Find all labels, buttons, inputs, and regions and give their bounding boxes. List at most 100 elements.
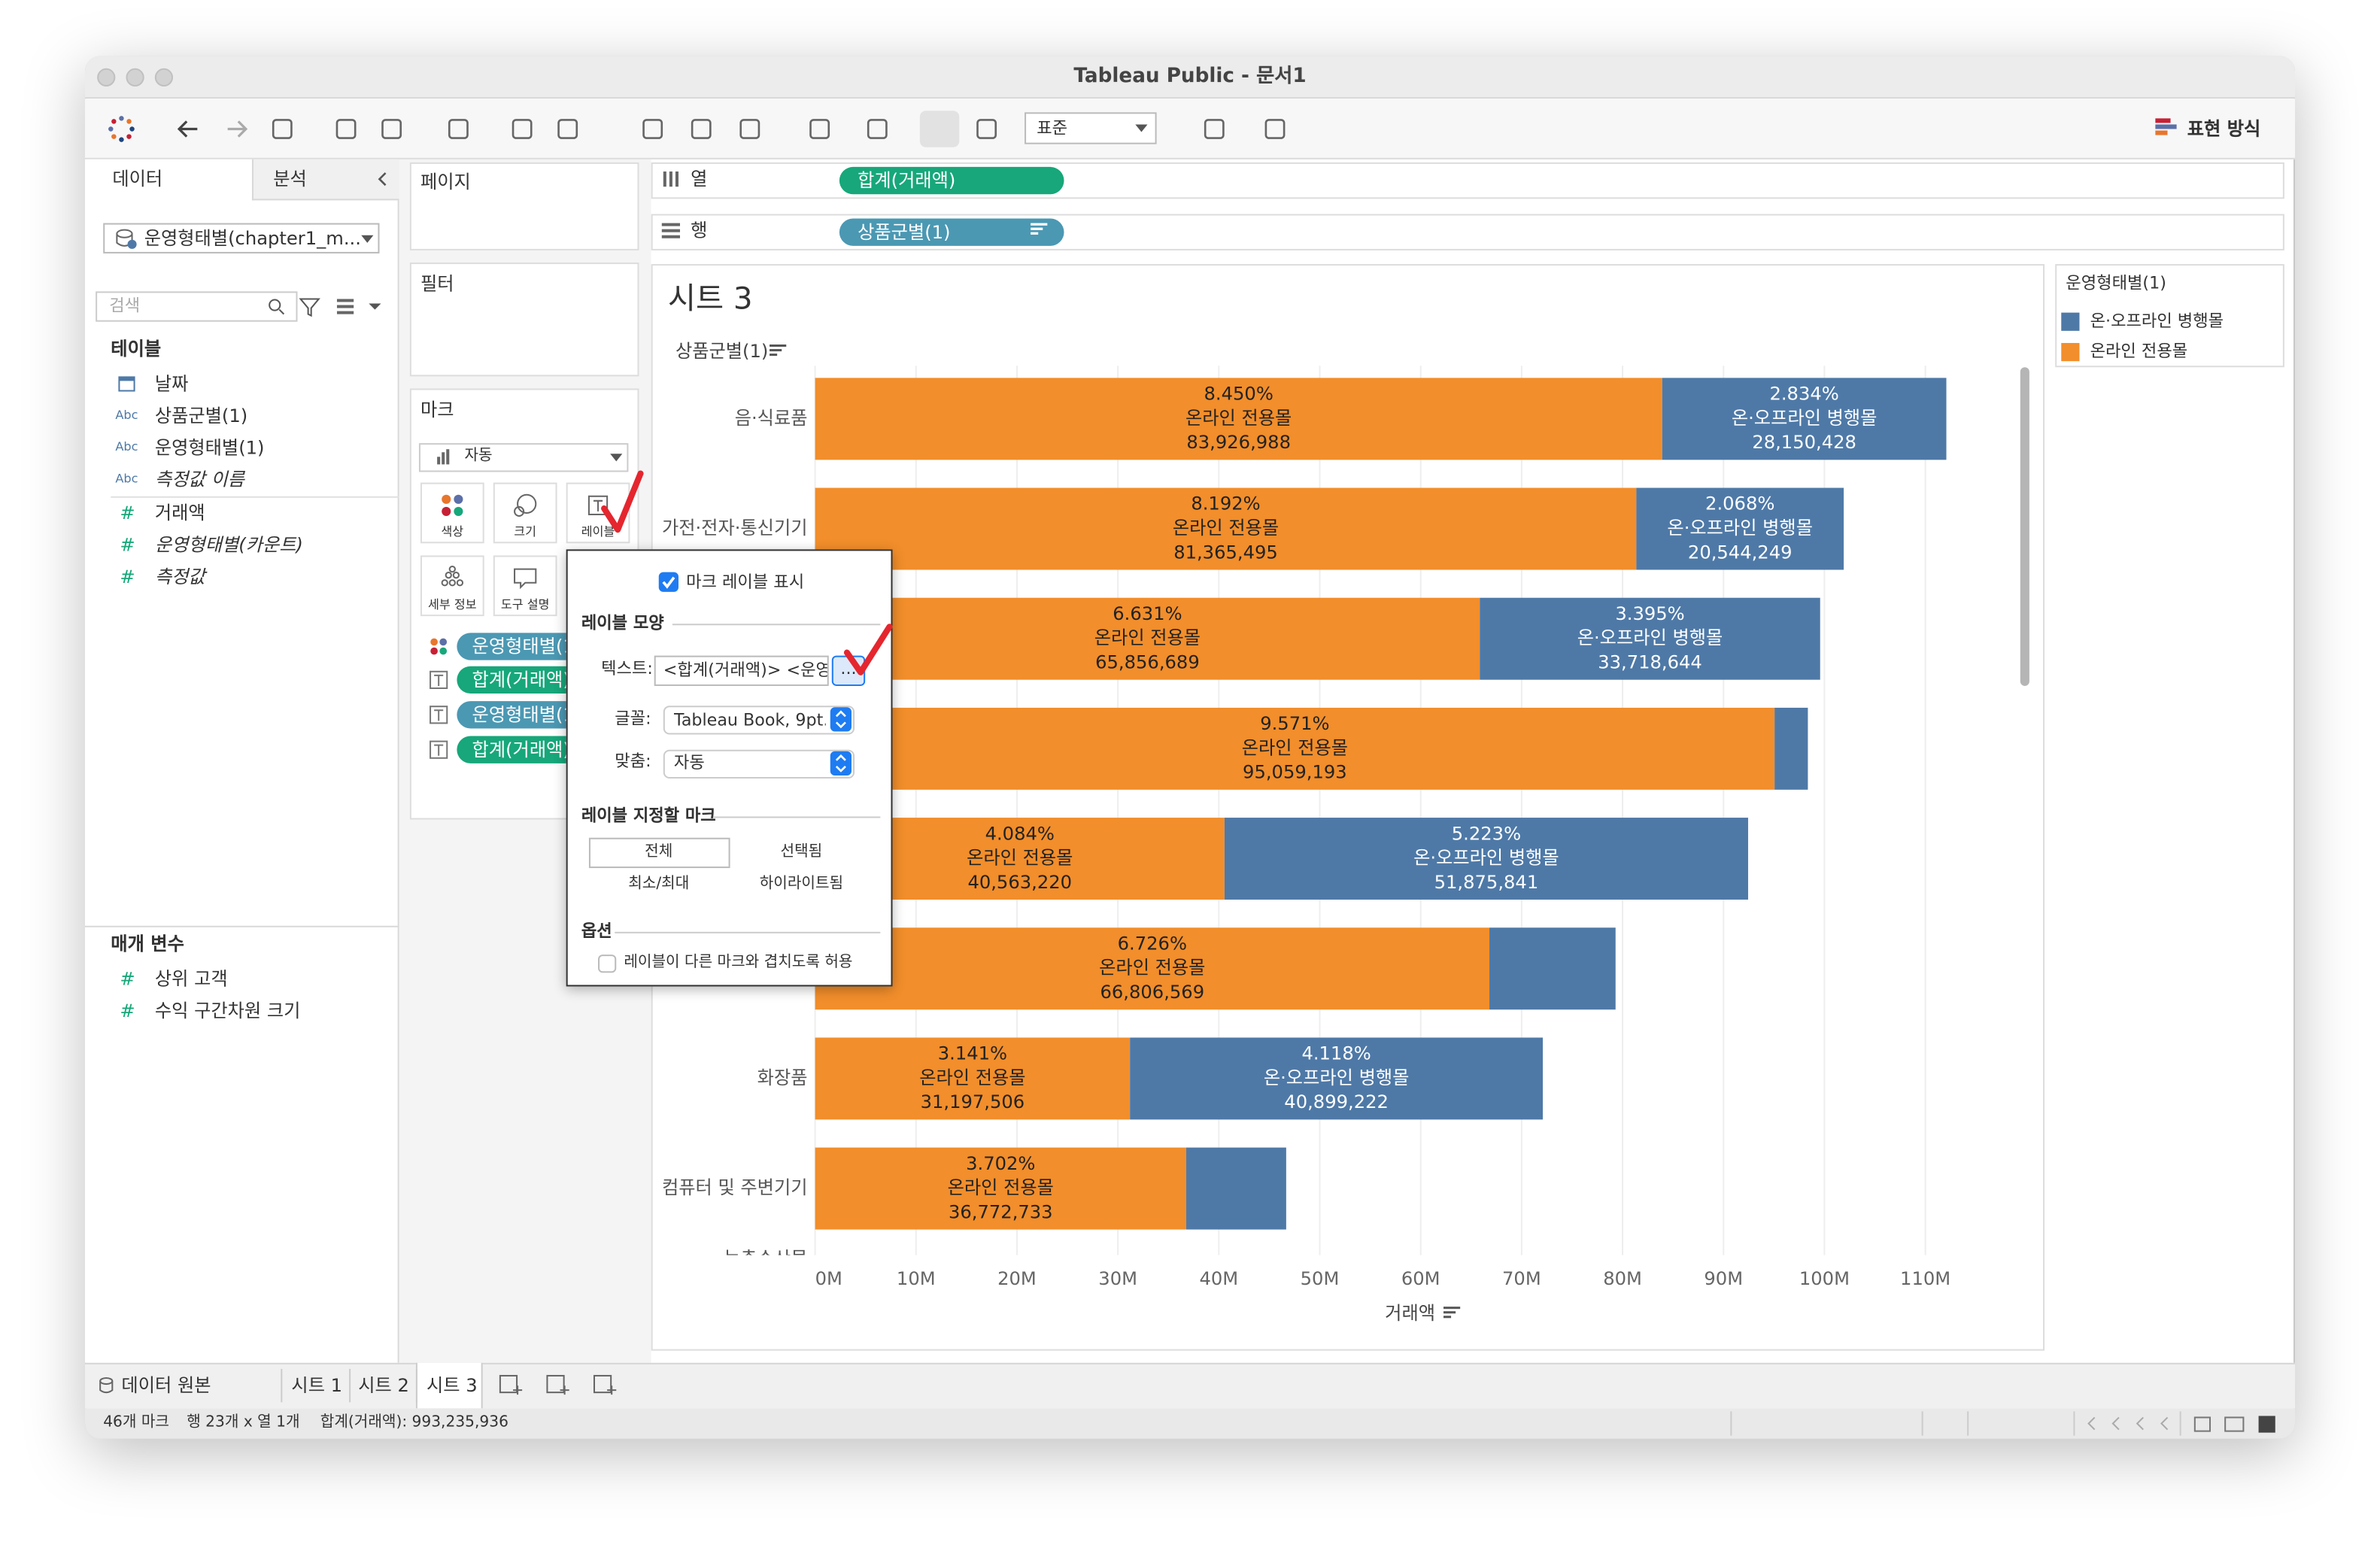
view-grid [2193,1416,2212,1432]
field-name[interactable]: 측정값 이름 [154,469,244,490]
datasource-name: 운영형태별(chapter1_m... [144,227,361,249]
overlap-checkbox[interactable] [598,955,617,973]
bar-segment [1130,1037,1544,1120]
field-name[interactable]: 거래액 [154,502,205,524]
arrow-icon [177,120,198,138]
pages-title: 페이지 [420,171,471,193]
toolbar-icon [381,119,402,139]
x-tick-label: 0M [815,1268,842,1289]
red-check [601,470,644,533]
marks-option[interactable]: 선택됨 [780,843,823,860]
align-select[interactable] [663,749,855,779]
window-button[interactable] [126,68,144,87]
bar-segment [1186,1147,1286,1230]
toolbar [85,99,2296,159]
font-select[interactable] [663,706,855,735]
color-dot [454,494,463,504]
mark-pill-label: 운영형태별(1) [472,704,582,726]
logo-dot [108,126,114,132]
value-label: 51,875,841 [1434,872,1539,893]
window-button[interactable] [154,68,174,87]
icon-glyph [272,119,293,139]
sheet-tab[interactable]: 시트 2 [358,1374,409,1397]
icon-glyph [546,1374,565,1394]
sort-glyph [770,344,787,348]
checkbox-box [658,572,678,592]
series-label: 온라인 전용몰 [1185,408,1292,429]
show-labels-text[interactable]: 마크 레이블 표시 [686,572,805,592]
mark-button-label: 크기 [514,525,537,539]
mark-button[interactable] [566,482,630,544]
field-name[interactable]: 상품군별(1) [154,405,248,426]
mark-button-icon [514,568,537,590]
nav-arrow [2111,1416,2120,1431]
section-rule [615,931,881,933]
text-field[interactable] [654,655,829,686]
share-label: 2.834% [1769,384,1838,405]
legend-swatch [2061,342,2080,362]
marks-option[interactable]: 최소/최대 [628,876,690,893]
marks-option[interactable]: 전체 [645,843,673,860]
mark-button[interactable] [420,482,484,544]
mark-pill-label: 합계(거래액) [472,739,570,760]
legend-label[interactable]: 온라인 전용몰 [2090,341,2188,362]
new-sheet-icon [499,1374,523,1395]
analysis-tab[interactable] [251,159,399,201]
toolbar-icon [108,116,135,142]
status-bar [85,1408,2296,1439]
mark-button[interactable] [493,555,557,617]
legend-label[interactable]: 온·오프라인 병행몰 [2090,311,2224,331]
status-divider [1967,1411,1969,1436]
size-small [514,505,525,517]
dropdown-caret [1135,124,1148,132]
icon-glyph [512,119,533,139]
caret [369,303,381,310]
sheet-tab[interactable]: 시트 1 [291,1374,343,1397]
sheet-tab[interactable]: 시트 3 [427,1374,478,1397]
value-label: 40,563,220 [967,872,1072,893]
label-t [434,744,444,756]
pages-card [409,162,639,250]
icon-glyph [867,119,888,139]
field-icon: Abc [115,408,138,422]
x-axis-title: 거래액 [1385,1303,1435,1324]
col-glyph [663,171,666,187]
color-dot [430,647,438,655]
mark-type-dropdown[interactable] [418,443,629,472]
label-t [434,674,444,686]
window-button[interactable] [97,68,116,87]
search-box[interactable] [96,291,298,322]
list-icon-row [336,305,354,308]
columns-pill[interactable] [839,166,1064,195]
status-text: 합계(거래액): 993,235,936 [320,1414,508,1431]
data-tab[interactable] [85,159,252,201]
datasource-box[interactable] [103,223,380,253]
sheet-tab[interactable]: 데이터 원본 [121,1374,211,1397]
param-name[interactable]: 수익 구간차원 크기 [154,1000,301,1021]
view-list [2224,1416,2245,1432]
y-axis-title: 상품군별(1) [675,341,768,362]
data-pane [85,159,399,1363]
param-name[interactable]: 상위 고객 [154,968,228,990]
view-size-dropdown[interactable] [1025,112,1157,144]
arrow-icon [227,120,248,138]
param-icon: # [120,968,135,990]
toolbar-icon [691,119,712,139]
show-me-button[interactable]: 표현 방식 [2187,118,2261,140]
field-name[interactable]: 날짜 [154,373,189,395]
toolbar-icon [809,119,830,139]
rows-pill[interactable] [839,218,1064,246]
list-icon-row [336,311,354,314]
x-tick-label: 70M [1502,1268,1541,1289]
field-name[interactable]: 측정값 [154,566,205,587]
field-name[interactable]: 운영형태별(1) [154,437,265,459]
series-label: 온라인 전용몰 [919,1067,1025,1088]
marks-option[interactable]: 하이라이트됨 [759,876,844,893]
field-name[interactable]: 운영형태별(카운트) [154,534,303,556]
tables-title: 테이블 [111,338,162,360]
toolbar-icon [177,120,198,138]
share-label: 9.571% [1260,713,1329,734]
status-divider [2073,1411,2075,1436]
value-label: 95,059,193 [1243,762,1347,783]
series-label: 온라인 전용몰 [1242,737,1348,758]
